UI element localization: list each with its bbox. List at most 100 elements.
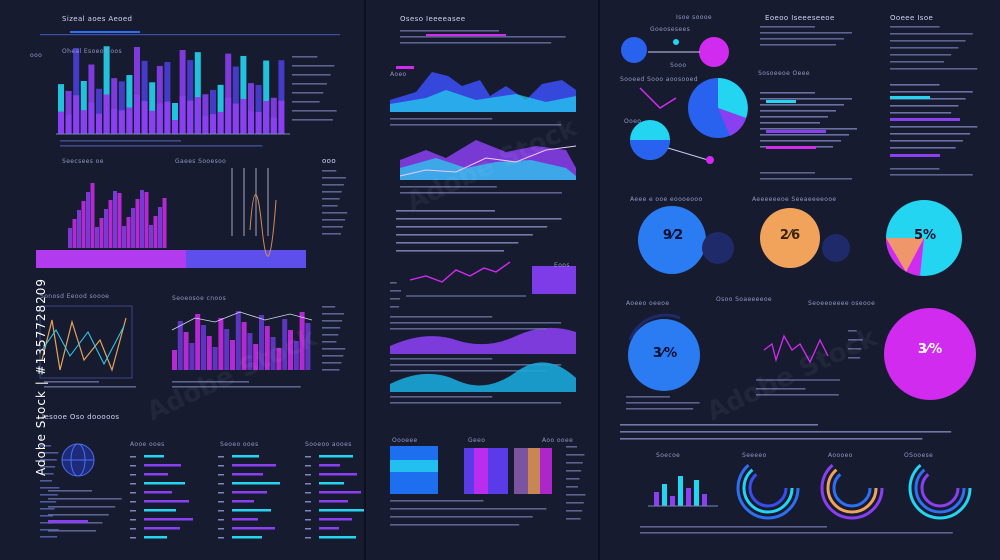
bar	[194, 52, 201, 135]
text-line	[390, 282, 397, 284]
text-line	[40, 536, 58, 538]
panel-left-title: Sizeal aoes Aeoed	[62, 15, 133, 23]
list-bullet	[305, 528, 311, 530]
chart-title: Oheal Esoeod oos	[62, 48, 123, 55]
progress-bar	[144, 536, 167, 539]
list-bullet	[130, 483, 136, 485]
bar	[108, 200, 113, 248]
text-line	[322, 327, 341, 329]
text-line	[48, 498, 122, 500]
bar	[305, 323, 311, 370]
bar	[126, 75, 133, 134]
bottom-heading: Aoooeo	[828, 452, 853, 459]
text-line	[48, 506, 116, 508]
text-line	[322, 212, 348, 214]
bar	[141, 60, 148, 134]
line-series	[639, 87, 677, 109]
bar	[240, 98, 247, 134]
area-series	[390, 327, 576, 354]
bar	[68, 228, 72, 248]
text-line	[890, 54, 952, 56]
progress-bar	[48, 520, 88, 523]
bar	[248, 83, 254, 134]
text-line	[44, 386, 136, 388]
text-line	[40, 508, 55, 510]
text-line	[40, 466, 56, 468]
progress-bar	[319, 500, 348, 503]
pie-slice	[718, 108, 746, 136]
list-bullet	[218, 528, 224, 530]
text-line	[760, 104, 844, 106]
list-bullet	[130, 456, 136, 458]
donut-arc	[628, 313, 681, 341]
radial-ring	[736, 456, 800, 520]
bar	[202, 116, 209, 134]
bar	[248, 111, 254, 134]
text-line	[322, 198, 340, 200]
bar	[80, 110, 87, 134]
bar	[662, 484, 667, 506]
bubble	[699, 37, 729, 67]
text-line	[322, 334, 339, 336]
text-line	[322, 355, 344, 357]
text-line	[390, 306, 400, 308]
bar	[117, 193, 122, 248]
text-line	[40, 473, 54, 475]
text-line	[566, 502, 584, 504]
bar	[210, 89, 216, 134]
progress-bar	[766, 130, 826, 133]
text-line	[322, 306, 336, 308]
header-rule	[40, 34, 340, 36]
section-heading: Sonosd Eeood soooe	[40, 293, 110, 300]
progress-bar	[144, 464, 181, 467]
panel-right-graphics	[620, 26, 978, 534]
list-bullet	[130, 537, 136, 539]
bar	[126, 107, 133, 134]
text-line	[566, 510, 583, 512]
bottom-heading: Seeeeo	[742, 452, 767, 459]
bar	[149, 82, 156, 134]
text-line	[390, 290, 402, 292]
text-line	[44, 381, 99, 383]
bottom-heading: OSooese	[904, 452, 934, 459]
bar	[96, 88, 102, 134]
bar	[202, 94, 209, 134]
axis-label: ooo	[30, 52, 43, 59]
donut-percent: 2⁄6	[779, 228, 801, 243]
progress-bar	[232, 527, 275, 530]
progress-bar	[319, 464, 340, 467]
pie-slice	[718, 78, 748, 118]
text-line	[640, 532, 953, 534]
text-line	[390, 508, 547, 510]
text-line	[566, 486, 578, 488]
bar	[195, 314, 201, 370]
text-line	[890, 47, 959, 49]
bar	[179, 96, 186, 134]
text-line	[322, 219, 346, 221]
bar	[255, 84, 262, 134]
bar	[103, 46, 110, 134]
text-line	[322, 348, 346, 350]
section-heading: Aeee e ooe eoooeooo	[630, 196, 703, 203]
list-bullet	[218, 510, 224, 512]
header-accent	[70, 31, 140, 33]
text-line	[40, 515, 53, 517]
text-line	[396, 210, 495, 212]
progress-bar	[890, 96, 930, 99]
text-line	[760, 134, 849, 136]
bar	[240, 55, 247, 134]
text-line	[756, 394, 839, 396]
section-heading: Geeo	[468, 437, 486, 444]
text-line	[626, 408, 694, 410]
bar	[225, 53, 232, 134]
text-line	[292, 101, 320, 103]
bar	[118, 81, 125, 134]
text-line	[566, 494, 586, 496]
bar	[156, 65, 163, 134]
bar	[255, 111, 262, 134]
text-line	[292, 74, 331, 76]
bar	[217, 111, 224, 134]
chart-label: Ooeo	[624, 118, 642, 125]
text-line	[400, 30, 499, 32]
progress-bar	[319, 509, 364, 512]
